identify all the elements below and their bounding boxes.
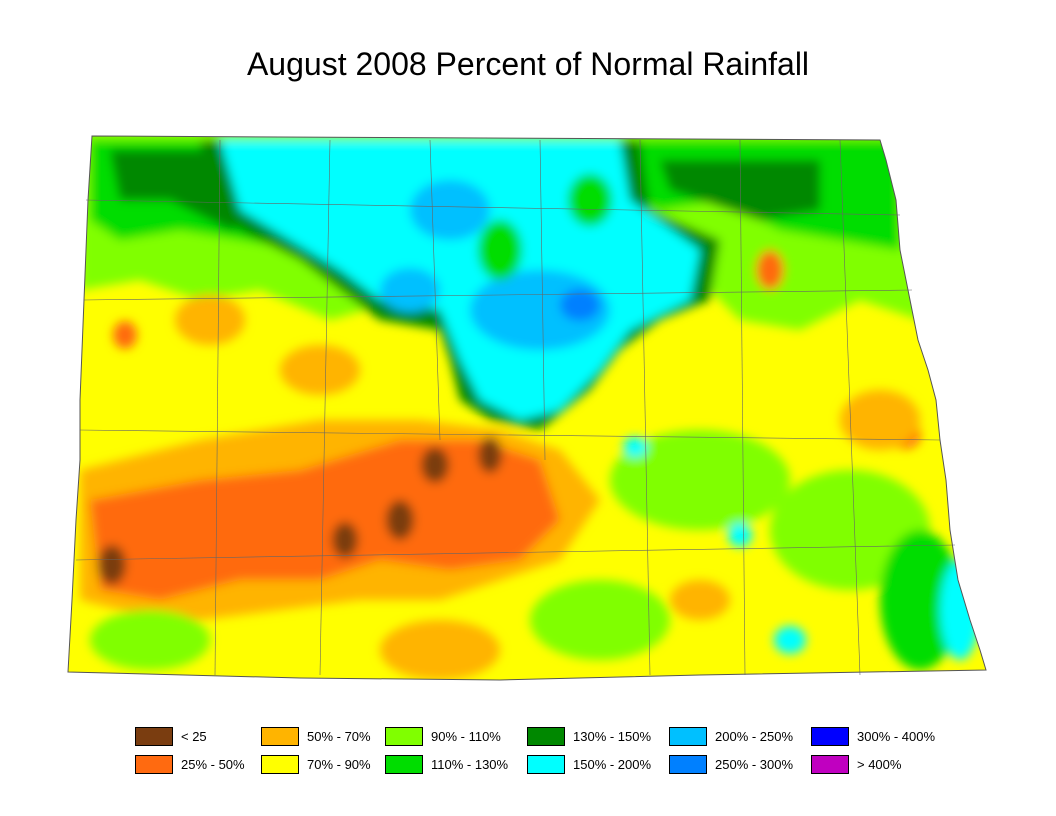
legend-swatch [527, 754, 565, 774]
legend-label: 130% - 150% [573, 728, 652, 744]
legend-item: 150% - 200% [527, 754, 651, 774]
legend-item: 130% - 150% [527, 726, 651, 746]
legend-swatch [261, 726, 299, 746]
legend-swatch [135, 726, 173, 746]
legend-swatch [385, 754, 423, 774]
legend-label: 50% - 70% [307, 728, 371, 744]
legend-item: 90% - 110% [385, 726, 501, 746]
state-outline [67, 135, 987, 681]
legend-swatch [811, 726, 849, 746]
legend-swatch [811, 754, 849, 774]
legend-swatch [385, 726, 423, 746]
legend-label: 70% - 90% [307, 756, 371, 772]
legend-swatch [527, 726, 565, 746]
legend-swatch [669, 754, 707, 774]
legend-label: < 25 [181, 728, 207, 744]
county-boundaries [75, 139, 956, 676]
legend-item: 110% - 130% [385, 754, 508, 774]
legend-item: > 400% [811, 754, 901, 774]
legend-item: 50% - 70% [261, 726, 371, 746]
legend-item: 300% - 400% [811, 726, 935, 746]
legend-label: 300% - 400% [857, 728, 936, 744]
legend-swatch [261, 754, 299, 774]
legend-label: 110% - 130% [431, 756, 509, 772]
map-title: August 2008 Percent of Normal Rainfall [246, 46, 810, 82]
legend-item: < 25 [135, 726, 207, 746]
legend: < 25 25% - 50% 50% - 70% 70% - 90% 90% -… [135, 726, 955, 776]
legend-item: 70% - 90% [261, 754, 371, 774]
legend-label: 150% - 200% [573, 756, 652, 772]
rainfall-surface [68, 136, 986, 680]
legend-swatch [135, 754, 173, 774]
legend-item: 250% - 300% [669, 754, 793, 774]
legend-label: > 400% [857, 756, 902, 772]
legend-label: 250% - 300% [715, 756, 794, 772]
legend-item: 25% - 50% [135, 754, 245, 774]
legend-label: 90% - 110% [431, 728, 501, 744]
legend-item: 200% - 250% [669, 726, 793, 746]
legend-swatch [669, 726, 707, 746]
legend-label: 200% - 250% [715, 728, 794, 744]
legend-label: 25% - 50% [181, 756, 245, 772]
